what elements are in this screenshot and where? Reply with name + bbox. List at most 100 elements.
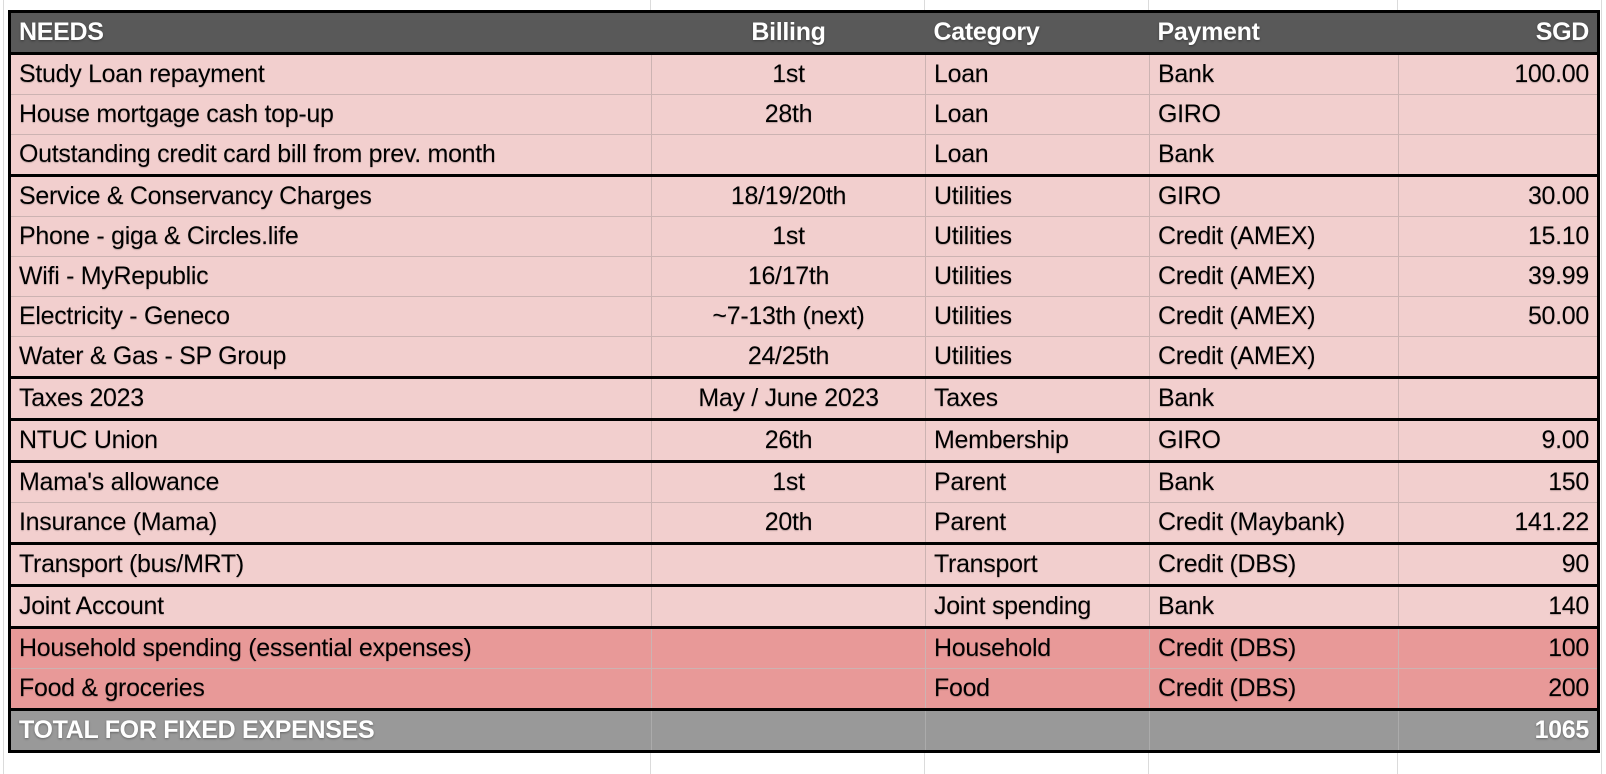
cell-billing[interactable]: 28th [651,94,926,135]
cell-billing[interactable] [651,627,926,669]
cell-billing[interactable] [651,585,926,629]
total-sgd-cell[interactable]: 1065 [1398,708,1599,752]
cell-billing[interactable]: 24/25th [651,336,926,379]
cell-billing[interactable] [651,668,926,711]
cell-sgd[interactable] [1398,94,1599,135]
cell-needs[interactable]: House mortgage cash top-up [9,94,652,135]
cell-payment[interactable]: Credit (AMEX) [1149,216,1399,257]
header-payment[interactable]: Payment [1149,11,1399,55]
cell-sgd[interactable] [1398,336,1599,379]
cell-category[interactable]: Food [925,668,1150,711]
cell-needs[interactable]: Joint Account [9,585,652,629]
cell-payment[interactable]: Credit (DBS) [1149,543,1399,587]
cell-payment[interactable]: Credit (Maybank) [1149,502,1399,545]
header-billing[interactable]: Billing [651,11,926,55]
cell-needs[interactable]: Mama's allowance [9,461,652,503]
total-row: TOTAL FOR FIXED EXPENSES 1065 [9,708,1599,752]
cell-payment[interactable]: Credit (AMEX) [1149,256,1399,297]
cell-category[interactable]: Loan [925,134,1150,177]
header-sgd[interactable]: SGD [1398,11,1599,55]
cell-category[interactable]: Joint spending [925,585,1150,629]
table-row: Study Loan repayment 1st Loan Bank 100.0… [9,53,1599,95]
cell-sgd[interactable]: 9.00 [1398,419,1599,463]
header-row: NEEDS Billing Category Payment SGD [9,11,1599,55]
cell-payment[interactable]: Bank [1149,53,1399,95]
cell-billing[interactable]: 18/19/20th [651,175,926,217]
table-row: Electricity - Geneco ~7-13th (next) Util… [9,296,1599,337]
cell-sgd[interactable]: 200 [1398,668,1599,711]
cell-category[interactable]: Utilities [925,256,1150,297]
cell-payment[interactable]: GIRO [1149,94,1399,135]
cell-sgd[interactable]: 30.00 [1398,175,1599,217]
table-row: NTUC Union 26th Membership GIRO 9.00 [9,419,1599,463]
cell-needs[interactable]: Food & groceries [9,668,652,711]
cell-needs[interactable]: Wifi - MyRepublic [9,256,652,297]
cell-needs[interactable]: Phone - giga & Circles.life [9,216,652,257]
cell-category[interactable]: Household [925,627,1150,669]
cell-sgd[interactable]: 140 [1398,585,1599,629]
cell-payment[interactable]: Bank [1149,585,1399,629]
cell-billing[interactable]: 26th [651,419,926,463]
cell-category[interactable]: Loan [925,53,1150,95]
table-row: House mortgage cash top-up 28th Loan GIR… [9,94,1599,135]
cell-category[interactable]: Membership [925,419,1150,463]
cell-needs[interactable]: Outstanding credit card bill from prev. … [9,134,652,177]
cell-needs[interactable]: Household spending (essential expenses) [9,627,652,669]
cell-billing[interactable]: May / June 2023 [651,377,926,421]
cell-payment[interactable]: Credit (AMEX) [1149,296,1399,337]
header-category[interactable]: Category [925,11,1150,55]
cell-billing[interactable]: ~7-13th (next) [651,296,926,337]
cell-sgd[interactable]: 100.00 [1398,53,1599,95]
cell-payment[interactable]: GIRO [1149,419,1399,463]
table-row: Insurance (Mama) 20th Parent Credit (May… [9,502,1599,545]
total-billing-cell[interactable] [651,708,926,752]
cell-needs[interactable]: Taxes 2023 [9,377,652,421]
cell-sgd[interactable]: 100 [1398,627,1599,669]
cell-payment[interactable]: GIRO [1149,175,1399,217]
cell-needs[interactable]: Study Loan repayment [9,53,652,95]
cell-category[interactable]: Transport [925,543,1150,587]
cell-sgd[interactable]: 50.00 [1398,296,1599,337]
cell-billing[interactable]: 20th [651,502,926,545]
cell-sgd[interactable]: 141.22 [1398,502,1599,545]
cell-payment[interactable]: Bank [1149,134,1399,177]
cell-payment[interactable]: Bank [1149,461,1399,503]
cell-needs[interactable]: Insurance (Mama) [9,502,652,545]
header-needs[interactable]: NEEDS [9,11,652,55]
cell-sgd[interactable]: 90 [1398,543,1599,587]
cell-sgd[interactable]: 39.99 [1398,256,1599,297]
cell-category[interactable]: Parent [925,502,1150,545]
cell-sgd[interactable]: 150 [1398,461,1599,503]
table-row: Water & Gas - SP Group 24/25th Utilities… [9,336,1599,379]
cell-billing[interactable]: 1st [651,216,926,257]
cell-payment[interactable]: Credit (DBS) [1149,627,1399,669]
cell-category[interactable]: Utilities [925,296,1150,337]
cell-needs[interactable]: Electricity - Geneco [9,296,652,337]
cell-sgd[interactable] [1398,134,1599,177]
cell-category[interactable]: Utilities [925,336,1150,379]
cell-needs[interactable]: Transport (bus/MRT) [9,543,652,587]
total-payment-cell[interactable] [1149,708,1399,752]
cell-billing[interactable] [651,134,926,177]
cell-category[interactable]: Loan [925,94,1150,135]
table-row: Phone - giga & Circles.life 1st Utilitie… [9,216,1599,257]
cell-billing[interactable]: 1st [651,461,926,503]
total-label-cell[interactable]: TOTAL FOR FIXED EXPENSES [9,708,652,752]
cell-category[interactable]: Parent [925,461,1150,503]
cell-category[interactable]: Utilities [925,175,1150,217]
total-category-cell[interactable] [925,708,1150,752]
cell-payment[interactable]: Credit (AMEX) [1149,336,1399,379]
cell-billing[interactable]: 1st [651,53,926,95]
cell-needs[interactable]: Service & Conservancy Charges [9,175,652,217]
cell-category[interactable]: Taxes [925,377,1150,421]
cell-needs[interactable]: Water & Gas - SP Group [9,336,652,379]
cell-billing[interactable]: 16/17th [651,256,926,297]
cell-needs[interactable]: NTUC Union [9,419,652,463]
cell-payment[interactable]: Credit (DBS) [1149,668,1399,711]
cell-category[interactable]: Utilities [925,216,1150,257]
cell-sgd[interactable]: 15.10 [1398,216,1599,257]
table-row: Mama's allowance 1st Parent Bank 150 [9,461,1599,503]
cell-sgd[interactable] [1398,377,1599,421]
cell-payment[interactable]: Bank [1149,377,1399,421]
cell-billing[interactable] [651,543,926,587]
